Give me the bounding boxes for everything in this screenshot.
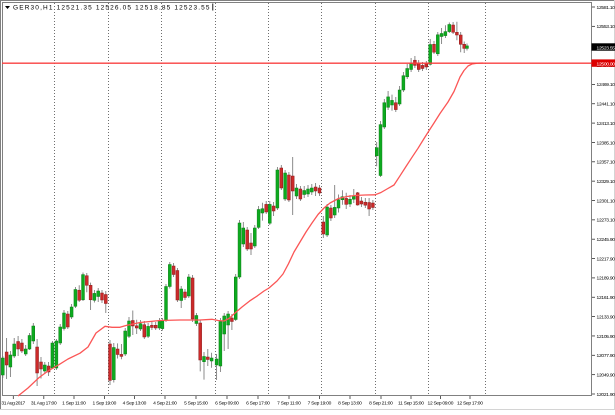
svg-text:12523.55: 12523.55 (597, 45, 615, 51)
svg-text:7 Sep 19:00: 7 Sep 19:00 (308, 401, 332, 407)
svg-text:1 Sep 11:00: 1 Sep 11:00 (62, 401, 86, 407)
svg-text:12329.10: 12329.10 (597, 179, 615, 185)
svg-text:12 Sep 17:00: 12 Sep 17:00 (457, 401, 483, 407)
svg-text:12553.10: 12553.10 (597, 24, 615, 30)
svg-text:5 Sep 15:00: 5 Sep 15:00 (184, 401, 208, 407)
svg-text:12413.10: 12413.10 (597, 121, 615, 127)
svg-text:12357.10: 12357.10 (597, 160, 615, 166)
svg-text:8 Sep 13:00: 8 Sep 13:00 (338, 401, 362, 407)
svg-text:12049.90: 12049.90 (597, 372, 615, 378)
svg-text:1 Sep 19:00: 1 Sep 19:00 (93, 401, 117, 407)
svg-text:12133.90: 12133.90 (597, 314, 615, 320)
svg-text:12 Sep 09:00: 12 Sep 09:00 (428, 401, 454, 407)
svg-text:12385.10: 12385.10 (597, 140, 615, 146)
svg-text:12077.90: 12077.90 (597, 353, 615, 359)
svg-text:12245.90: 12245.90 (597, 237, 615, 243)
svg-text:4 Sep 21:00: 4 Sep 21:00 (153, 401, 177, 407)
svg-text:12189.90: 12189.90 (597, 276, 615, 282)
svg-text:12021.90: 12021.90 (597, 392, 615, 398)
svg-text:12105.90: 12105.90 (597, 334, 615, 340)
svg-text:31 Aug 2017: 31 Aug 2017 (1, 401, 25, 407)
svg-text:6 Sep 09:00: 6 Sep 09:00 (215, 401, 239, 407)
svg-text:12301.10: 12301.10 (597, 198, 615, 204)
svg-text:12469.10: 12469.10 (597, 82, 615, 88)
svg-text:12500.00: 12500.00 (597, 61, 615, 67)
svg-text:31 Aug 17:00: 31 Aug 17:00 (31, 401, 57, 407)
svg-text:12441.10: 12441.10 (597, 102, 615, 108)
svg-text:12161.90: 12161.90 (597, 295, 615, 301)
svg-text:12273.10: 12273.10 (597, 218, 615, 224)
svg-text:7 Sep 11:00: 7 Sep 11:00 (277, 401, 301, 407)
svg-text:GER30,H1 12521.35 12526.05 12: GER30,H1 12521.35 12526.05 12518.85 1252… (13, 4, 211, 11)
svg-text:11 Sep 15:00: 11 Sep 15:00 (398, 401, 424, 407)
svg-text:4 Sep 13:00: 4 Sep 13:00 (123, 401, 147, 407)
svg-text:12581.10: 12581.10 (597, 5, 615, 11)
svg-text:12217.90: 12217.90 (597, 256, 615, 262)
svg-text:8 Sep 21:00: 8 Sep 21:00 (369, 401, 393, 407)
svg-text:6 Sep 17:00: 6 Sep 17:00 (246, 401, 270, 407)
